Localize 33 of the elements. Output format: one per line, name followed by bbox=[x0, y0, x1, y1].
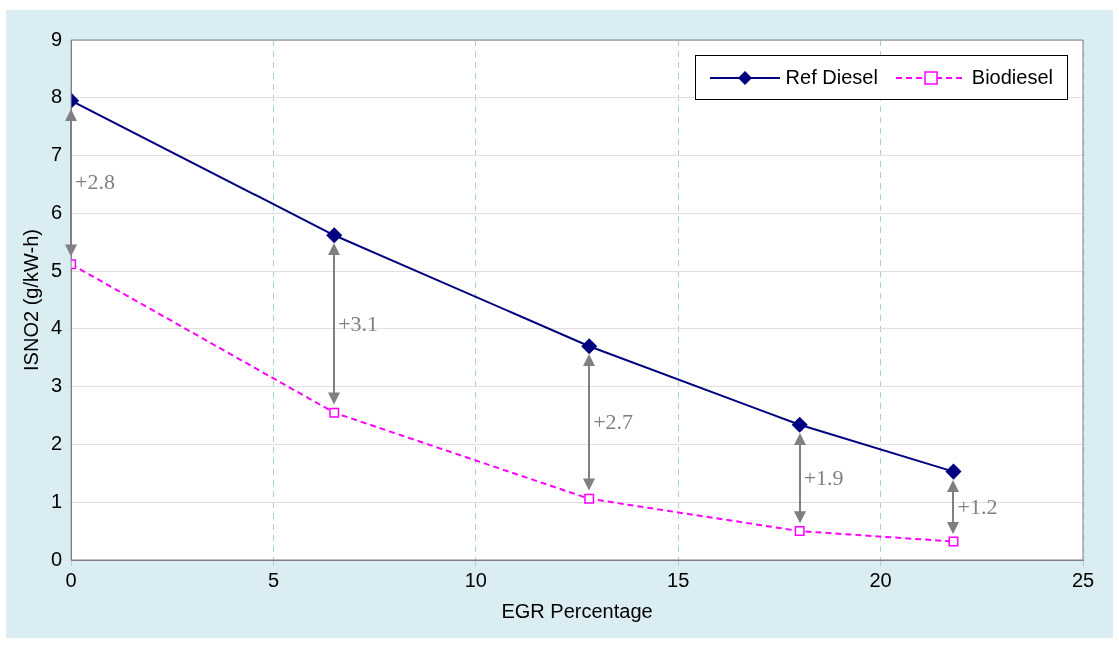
y-tick-label: 6 bbox=[51, 200, 63, 223]
y-tick-label: 3 bbox=[51, 374, 63, 397]
y-tick-label: 7 bbox=[51, 143, 63, 166]
y-tick-label: 5 bbox=[51, 258, 63, 281]
point bbox=[329, 407, 340, 418]
point bbox=[945, 463, 962, 480]
point bbox=[948, 536, 959, 547]
annotation: +3.1 bbox=[338, 310, 379, 337]
point bbox=[584, 493, 595, 504]
point bbox=[581, 338, 597, 354]
y-tick-label: 2 bbox=[51, 431, 63, 454]
y-axis-title: ISNO2 (g/kW-h) bbox=[19, 229, 42, 371]
point bbox=[794, 526, 805, 537]
legend-label: Biodiesel bbox=[971, 66, 1053, 89]
y-tick-label: 9 bbox=[51, 27, 63, 50]
annotation: +2.8 bbox=[75, 169, 116, 196]
y-tick-label: 4 bbox=[51, 316, 63, 339]
x-tick-label: 25 bbox=[1071, 568, 1095, 591]
y-tick-label: 0 bbox=[51, 547, 63, 570]
x-tick-label: 20 bbox=[869, 568, 892, 591]
x-tick-label: 5 bbox=[267, 568, 280, 591]
y-tick-label: 1 bbox=[51, 489, 63, 512]
legend-label: Ref Diesel bbox=[785, 66, 878, 89]
y-tick-label: 8 bbox=[51, 85, 63, 108]
point bbox=[326, 227, 342, 244]
annotation: +1.2 bbox=[957, 493, 998, 520]
x-tick-label: 10 bbox=[464, 568, 487, 591]
x-axis-title: EGR Percentage bbox=[501, 599, 653, 622]
annotation: +2.7 bbox=[593, 409, 634, 436]
point bbox=[791, 417, 808, 433]
x-tick-label: 15 bbox=[667, 568, 690, 591]
annotation: +1.9 bbox=[803, 464, 844, 491]
x-tick-label: 0 bbox=[65, 568, 77, 591]
